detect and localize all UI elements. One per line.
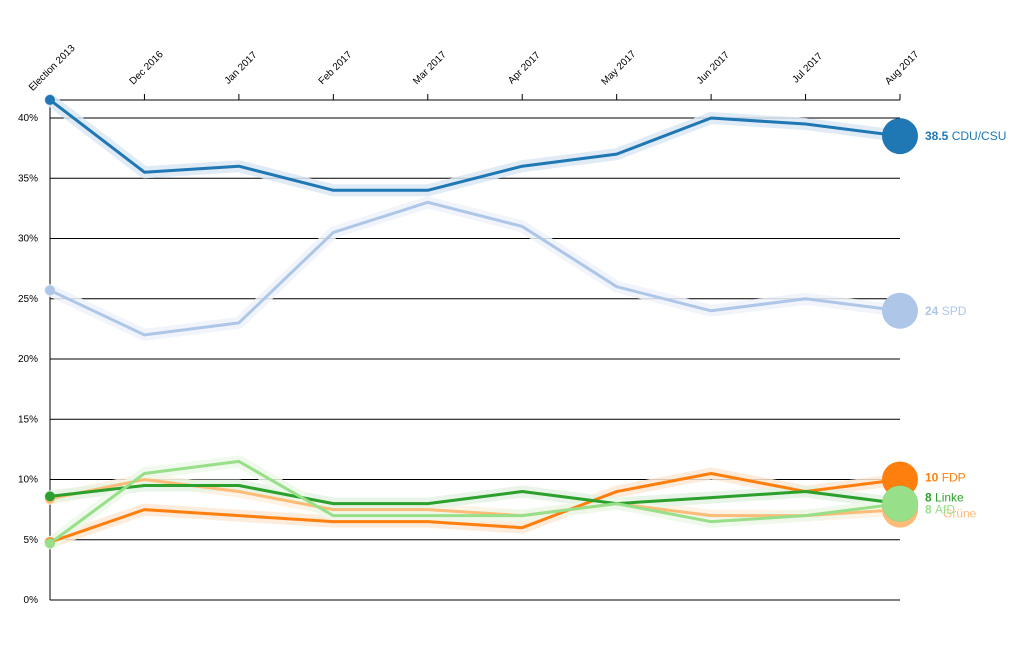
y-tick-label: 35% — [18, 173, 38, 184]
y-tick-label: 25% — [18, 294, 38, 305]
fdp-line — [48, 471, 902, 544]
linke-end-label: 8 Linke — [925, 491, 964, 505]
spd-start-point — [45, 285, 55, 296]
x-tick-label: Jan 2017 — [223, 49, 260, 86]
afd-end-marker — [882, 485, 918, 522]
linke-end-name: Linke — [935, 491, 964, 505]
spd-end-marker — [882, 292, 918, 329]
afd-end-label: 8 AfD — [925, 503, 955, 517]
cdu-csu-end-marker — [882, 118, 918, 155]
end-markers — [882, 118, 918, 528]
x-tick-label: Mar 2017 — [411, 49, 449, 87]
spd-end-label: 24 SPD — [925, 304, 967, 318]
cdu-csu-start-point — [45, 94, 55, 105]
fdp-end-value: 10 — [925, 471, 942, 485]
x-axis: Election 2013 Dec 2016 Jan 2017 Feb 2017 Mar… — [27, 43, 922, 101]
y-tick-label: 10% — [18, 475, 38, 486]
cdu-csu-end-label: 38.5 CDU/CSU — [925, 129, 1006, 143]
afd-end-name: AfD — [935, 503, 955, 517]
afd-line — [48, 459, 902, 545]
x-tick-label: May 2017 — [599, 49, 638, 88]
x-tick-label: Dec 2016 — [128, 49, 166, 87]
gr-ne-end-label: Grüne — [943, 507, 977, 521]
series-lines — [48, 98, 902, 545]
cdu-csu-end-name: CDU/CSU — [952, 129, 1007, 143]
gr-ne-end-name: Grüne — [943, 507, 977, 521]
spd-end-name: SPD — [942, 304, 967, 318]
afd-start-point — [45, 538, 55, 549]
x-tick-label: Feb 2017 — [317, 49, 355, 87]
spd-halo — [44, 196, 906, 341]
y-tick-label: 0% — [24, 595, 39, 606]
y-tick-label: 30% — [18, 234, 38, 245]
y-tick-label: 20% — [18, 354, 38, 365]
cdu-csu-line — [48, 98, 902, 192]
start-dots — [45, 94, 55, 549]
x-tick-label: Jul 2017 — [791, 51, 826, 86]
spd-end-value: 24 — [925, 304, 942, 318]
x-tick-label: Aug 2017 — [883, 49, 921, 87]
y-tick-label: 5% — [24, 535, 39, 546]
cdu-csu-end-value: 38.5 — [925, 129, 952, 143]
linke-start-point — [45, 491, 55, 502]
x-tick-label: Jun 2017 — [695, 49, 732, 86]
fdp-end-name: FDP — [942, 471, 966, 485]
series-halos — [44, 93, 906, 550]
y-tick-label: 15% — [18, 414, 38, 425]
x-tick-label: Election 2013 — [27, 43, 78, 94]
linke-end-value: 8 — [925, 491, 935, 505]
linke-line — [48, 484, 902, 506]
afd-end-value: 8 — [925, 503, 935, 517]
x-tick-label: Apr 2017 — [506, 50, 543, 87]
fdp-end-label: 10 FDP — [925, 471, 966, 485]
spd-line — [48, 200, 902, 337]
y-tick-label: 40% — [18, 113, 38, 124]
y-axis: 0% 5% 10% 15% 20% 25% 30% 35% 40% — [18, 100, 51, 606]
